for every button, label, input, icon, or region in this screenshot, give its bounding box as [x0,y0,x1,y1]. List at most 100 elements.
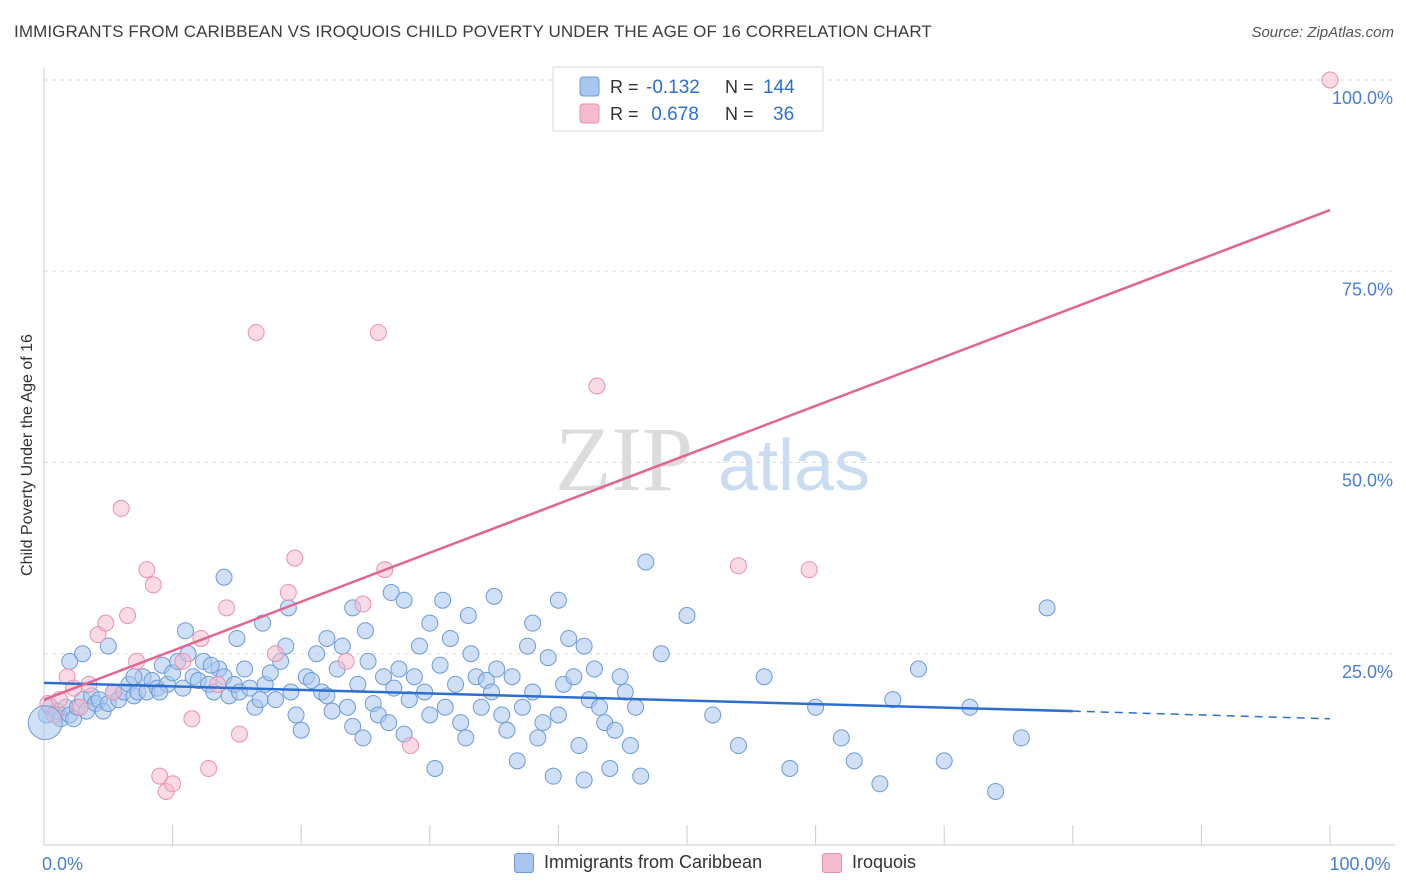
point-caribbean-94 [508,752,526,770]
point-caribbean-96 [519,637,537,655]
point-caribbean-52 [292,721,310,739]
point-caribbean-126 [202,656,220,674]
point-caribbean-69 [380,714,398,732]
point-caribbean-158 [1012,729,1030,747]
point-caribbean-112 [601,760,619,777]
point-caribbean-68 [375,668,393,686]
point-caribbean-136 [421,614,439,632]
point-caribbean-139 [485,587,503,605]
point-caribbean-62 [344,717,362,735]
point-caribbean-134 [382,584,400,602]
point-caribbean-71 [390,660,408,678]
point-iroquois-13 [138,561,156,579]
point-iroquois-15 [151,767,169,785]
point-caribbean-106 [570,737,588,755]
legend-n-label-1: N = [725,77,754,97]
point-iroquois-25 [247,323,265,341]
point-caribbean-54 [302,672,320,690]
point-caribbean-77 [421,706,439,724]
swatch-iroquois [822,852,842,873]
point-iroquois-26 [266,645,284,663]
bottom-legend-label-caribbean: Immigrants from Caribbean [544,852,763,872]
point-caribbean-29 [174,679,192,697]
point-caribbean-99 [534,714,552,732]
point-caribbean-91 [493,706,511,724]
point-caribbean-51 [287,706,305,724]
point-caribbean-116 [621,737,639,755]
point-iroquois-29 [337,652,355,670]
bottom-legend-item-caribbean: Immigrants from Caribbean [514,852,762,873]
point-caribbean-122 [99,637,117,655]
point-iroquois-22 [209,675,227,693]
legend-r-label-2: R = [610,104,639,124]
point-caribbean-82 [447,675,465,693]
point-caribbean-75 [411,637,429,655]
point-caribbean-61 [338,698,356,716]
point-caribbean-93 [503,668,521,686]
point-iroquois-34 [588,377,606,395]
point-iroquois-23 [218,599,236,617]
point-caribbean-83 [452,714,470,732]
point-caribbean-133 [357,622,374,640]
point-iroquois-36 [800,561,818,579]
point-caribbean-89 [483,683,501,701]
point-caribbean-41 [236,660,254,678]
watermark-zip: ZIP [555,408,693,510]
point-caribbean-cluster [27,705,63,741]
swatch-caribbean [514,852,534,873]
legend-swatch-blue [579,76,600,97]
point-caribbean-123 [125,668,143,686]
point-iroquois-28 [286,549,304,567]
point-caribbean-125 [176,622,194,640]
point-caribbean-109 [585,660,603,678]
point-iroquois-30 [354,595,372,613]
point-caribbean-55 [308,645,326,663]
point-iroquois-9 [104,683,122,701]
point-caribbean-102 [549,706,567,724]
point-caribbean-100 [539,649,557,667]
legend: R = -0.132 N = 144 R = 0.678 N = 36 [552,66,824,132]
point-caribbean-114 [611,668,629,686]
point-iroquois-8 [97,614,115,632]
legend-n-label-2: N = [725,104,754,124]
point-caribbean-144 [678,607,696,624]
watermark: ZIP atlas [555,408,870,510]
point-caribbean-128 [228,629,246,647]
y-tick-label-1: 50.0% [1342,471,1393,491]
point-caribbean-63 [349,675,367,693]
point-caribbean-145 [704,706,722,724]
point-caribbean-159 [1038,599,1056,617]
point-caribbean-64 [354,729,372,747]
point-caribbean-104 [560,629,578,647]
point-caribbean-74 [405,668,423,686]
point-caribbean-127 [215,568,233,586]
point-caribbean-90 [488,660,506,678]
point-caribbean-148 [781,760,799,777]
legend-r-label-1: R = [610,77,639,97]
source-label: Source: ZipAtlas.com [1251,24,1394,41]
point-iroquois-14 [144,576,162,594]
x-tick-label-1: 100.0% [1329,854,1390,874]
point-caribbean-80 [436,698,454,716]
point-caribbean-101 [544,767,562,785]
point-caribbean-131 [318,629,336,647]
point-iroquois-18 [174,652,192,670]
point-caribbean-151 [845,752,863,770]
point-iroquois-11 [119,607,137,624]
point-caribbean-84 [457,729,475,747]
legend-n-value-2: 36 [773,104,794,125]
point-iroquois-10 [112,499,130,517]
point-caribbean-79 [431,656,449,674]
point-caribbean-65 [359,652,377,670]
watermark-atlas: atlas [718,426,870,506]
point-caribbean-146 [729,737,747,755]
point-caribbean-142 [575,637,593,655]
bottom-legend-label-iroquois: Iroquois [852,852,917,872]
point-caribbean-47 [266,691,284,709]
point-caribbean-118 [632,767,650,785]
trend-line-iroquois [43,208,1331,701]
point-caribbean-143 [652,645,670,663]
point-caribbean-137 [434,591,452,609]
point-caribbean-138 [459,607,477,624]
point-caribbean-46 [261,664,279,682]
